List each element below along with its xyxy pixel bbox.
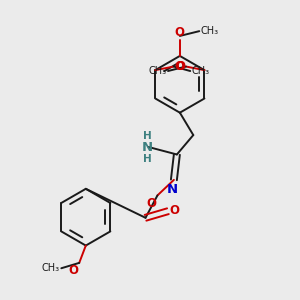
Text: CH₃: CH₃ [201, 26, 219, 36]
Text: H: H [143, 154, 152, 164]
Text: CH₃: CH₃ [192, 66, 210, 76]
Text: CH₃: CH₃ [42, 263, 60, 273]
Text: O: O [175, 60, 185, 73]
Text: N: N [142, 140, 153, 154]
Text: H: H [143, 131, 152, 141]
Text: N: N [167, 183, 178, 196]
Text: O: O [146, 197, 156, 210]
Text: O: O [175, 26, 185, 39]
Text: CH₃: CH₃ [148, 66, 166, 76]
Text: O: O [174, 60, 184, 73]
Text: O: O [68, 264, 78, 278]
Text: O: O [169, 204, 179, 217]
